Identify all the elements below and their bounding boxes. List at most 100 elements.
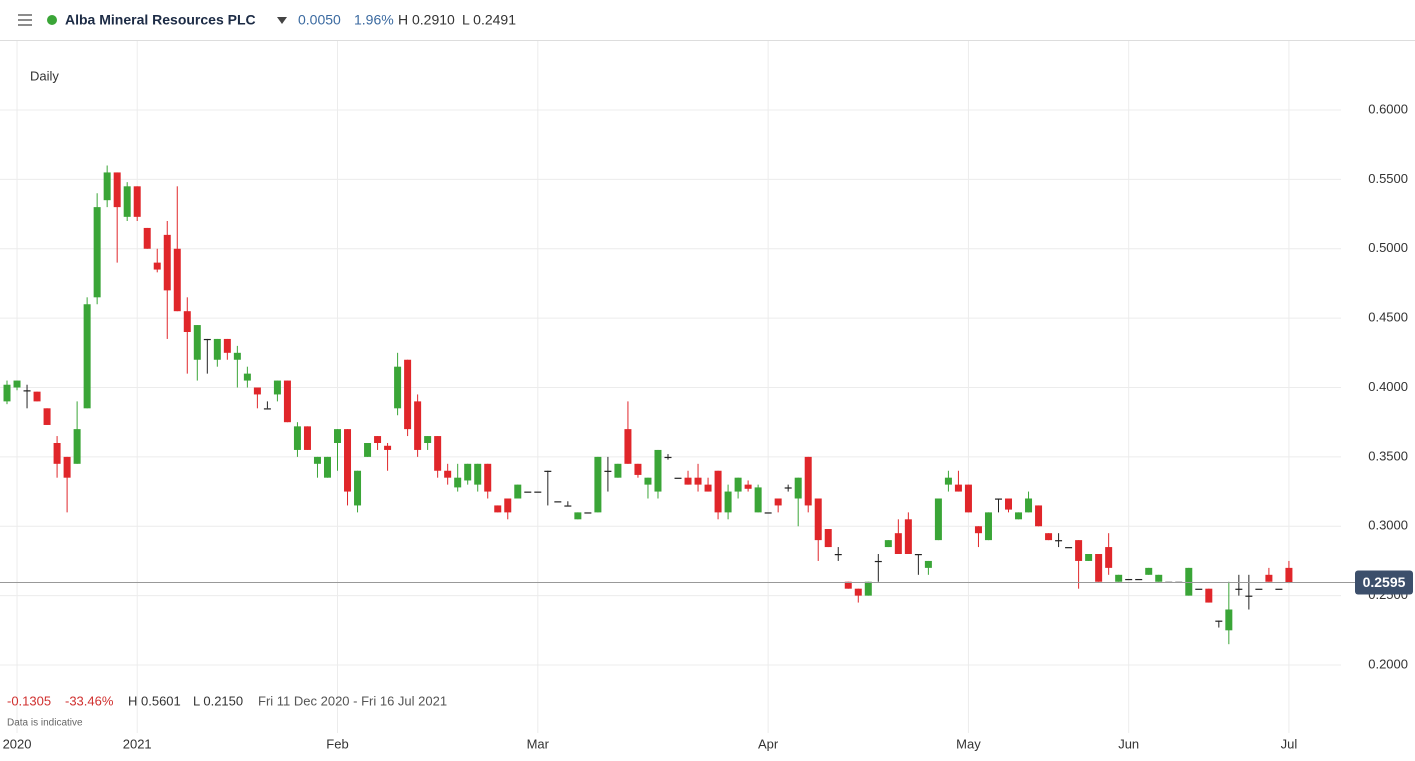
candle-body <box>764 512 772 514</box>
candle-body <box>63 456 71 478</box>
candle-body <box>804 456 812 506</box>
candle-body <box>1065 547 1073 549</box>
candle-body <box>454 477 462 488</box>
candle-body <box>293 426 301 450</box>
candle-body <box>93 207 101 298</box>
candle-body <box>193 325 201 360</box>
candle-body <box>1085 554 1093 561</box>
candle-body <box>744 484 752 489</box>
candle-body <box>874 560 882 563</box>
candle-body <box>1135 578 1143 581</box>
candle-body <box>614 463 622 478</box>
candle-body <box>634 463 642 475</box>
candle-body <box>794 477 802 499</box>
candle-body <box>694 477 702 485</box>
y-tick-label: 0.3000 <box>1368 518 1408 533</box>
candle-body <box>223 338 231 353</box>
x-tick-label: 2021 <box>123 736 152 751</box>
header-high: H 0.2910 <box>398 12 455 28</box>
candle-body <box>83 304 91 409</box>
candle-body <box>173 248 181 312</box>
x-tick-label: Feb <box>326 736 348 751</box>
candle-body <box>994 498 1002 500</box>
candle-body <box>424 436 432 443</box>
candle-body <box>484 463 492 492</box>
candle-body <box>43 408 51 425</box>
x-tick-label: 2020 <box>3 736 32 751</box>
summary-low: L 0.2150 <box>193 693 243 708</box>
candle-body <box>1235 588 1243 590</box>
candle-body <box>163 234 171 291</box>
candle-body <box>584 512 592 514</box>
candle-body <box>1045 533 1053 541</box>
x-tick-label: May <box>956 736 981 751</box>
y-tick-label: 0.5500 <box>1368 171 1408 186</box>
candle-body <box>103 172 111 201</box>
candle-body <box>73 429 81 464</box>
y-tick-label: 0.2000 <box>1368 656 1408 671</box>
candle-body <box>1265 574 1273 582</box>
summary: -0.1305 -33.46% H 0.5601 L 0.2150 Fri 11… <box>7 693 447 728</box>
candle-body <box>404 359 412 430</box>
candle-body <box>13 380 21 388</box>
y-tick-label: 0.4500 <box>1368 310 1408 325</box>
dropdown-caret[interactable] <box>277 17 287 24</box>
candle-body <box>774 498 782 506</box>
last-price-label: 0.2595 <box>1363 574 1406 590</box>
candle-body <box>984 512 992 541</box>
candle-body <box>934 498 942 541</box>
candle-body <box>213 338 221 360</box>
candle-body <box>504 498 512 513</box>
candle-body <box>974 526 982 534</box>
candle-body <box>1285 567 1293 583</box>
instrument-name[interactable]: Alba Mineral Resources PLC <box>65 12 256 28</box>
candle-body <box>914 554 922 556</box>
candle-body <box>784 487 792 489</box>
candle-body <box>544 470 552 472</box>
candle-body <box>364 443 372 457</box>
candle-body <box>524 491 532 493</box>
candle-body <box>1145 567 1153 575</box>
summary-change-pct: -33.46% <box>65 693 114 708</box>
candle-body <box>904 519 912 554</box>
candle-body <box>1055 540 1063 542</box>
last-price-badge <box>1355 570 1413 595</box>
candle-body <box>604 470 612 472</box>
candle-body <box>394 366 402 409</box>
candle-body <box>894 533 902 554</box>
candle-body <box>1105 547 1113 568</box>
header-low: L 0.2491 <box>462 12 516 28</box>
x-tick-label: Jun <box>1118 736 1139 751</box>
candle-body <box>1195 588 1203 590</box>
candle-body <box>554 501 562 503</box>
candle-body <box>924 560 932 568</box>
candle-body <box>1125 578 1133 581</box>
candle-body <box>864 581 872 596</box>
candle-body <box>654 449 662 492</box>
candle-body <box>884 540 892 548</box>
candle-body <box>1155 574 1163 582</box>
candle-body <box>263 408 271 410</box>
y-tick-label: 0.6000 <box>1368 101 1408 116</box>
candle-body <box>464 463 472 481</box>
candle-body <box>344 429 352 492</box>
candle-body <box>23 390 31 392</box>
candle-body <box>704 484 712 492</box>
candle-body <box>434 436 442 471</box>
candle-body <box>374 436 382 443</box>
candle-body <box>1245 595 1253 597</box>
candle-body <box>334 429 342 443</box>
candle-body <box>684 477 692 485</box>
header-change: 0.0050 <box>298 12 341 28</box>
candle-body <box>133 186 141 217</box>
candle-body <box>143 227 151 249</box>
candle-body <box>1185 567 1193 596</box>
candle-body <box>183 311 191 332</box>
candle-body <box>1075 540 1083 561</box>
candle-body <box>1205 588 1213 603</box>
candle-body <box>754 487 762 513</box>
candle-body <box>674 477 682 479</box>
summary-high: H 0.5601 <box>128 693 181 708</box>
candle-body <box>594 456 602 513</box>
interval-label: Daily <box>30 68 59 83</box>
